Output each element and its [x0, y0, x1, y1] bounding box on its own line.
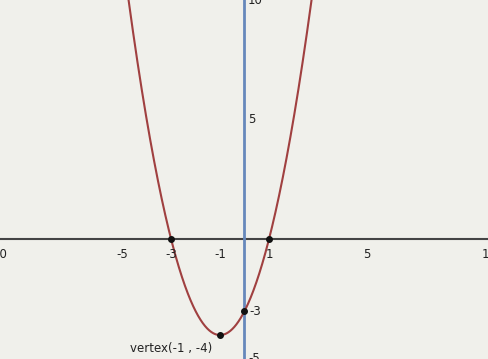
Text: 10: 10 [247, 0, 263, 6]
Text: 10: 10 [0, 248, 7, 261]
Text: 5: 5 [247, 113, 255, 126]
Text: 5: 5 [362, 248, 370, 261]
Text: -5: -5 [116, 248, 128, 261]
Text: 10: 10 [481, 248, 488, 261]
Text: 1: 1 [264, 248, 272, 261]
Text: -5: -5 [247, 353, 260, 359]
Text: -3: -3 [165, 248, 177, 261]
Text: -1: -1 [214, 248, 225, 261]
Text: -3: -3 [249, 305, 261, 318]
Text: vertex(-1 , -4): vertex(-1 , -4) [130, 342, 212, 355]
